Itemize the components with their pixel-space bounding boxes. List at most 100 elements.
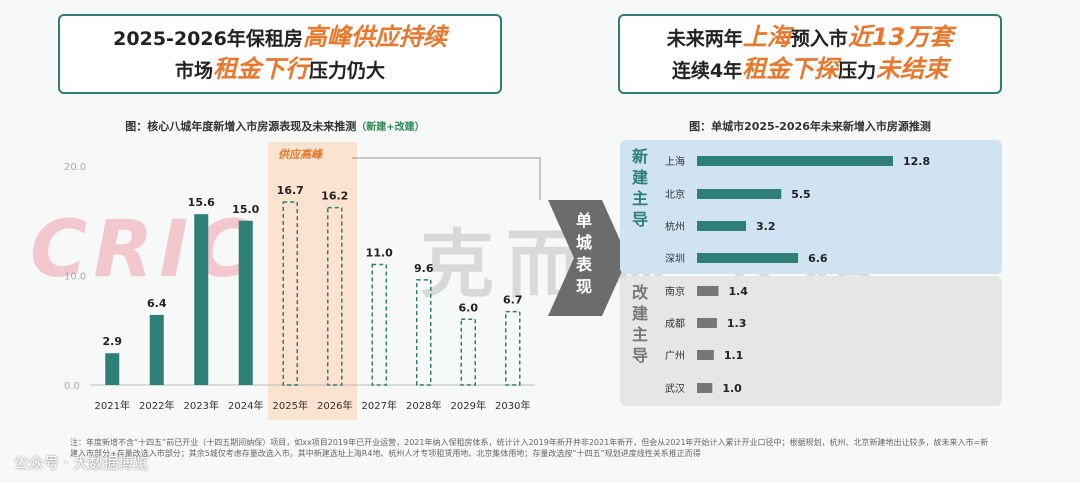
bar-forecast [505,310,521,386]
city-label: 北京 [665,188,685,201]
x-tick-label: 2027年 [362,399,397,412]
city-bar [697,383,713,393]
x-tick-label: 2021年 [95,399,130,412]
x-tick-label: 2023年 [184,399,219,412]
bar-value-label: 6.4 [147,297,167,310]
chevron-arrow-icon [548,200,628,316]
city-bar [697,350,714,360]
bar [105,353,120,385]
bar-forecast [416,279,432,386]
city-value-label: 6.6 [808,252,828,265]
y-tick-label: 10.0 [64,272,86,283]
watermark-brand: CRIC [30,205,258,295]
y-tick-label: 20.0 [64,162,86,173]
renovation-panel [620,276,1002,406]
bar-value-label: 16.2 [321,190,348,203]
bar-value-label: 16.7 [277,184,304,197]
headline-right-line1: 未来两年上海预入市近13万套 [667,22,953,54]
peak-annotation: 供应高峰 [278,148,324,161]
group-label-char: 主 [632,189,648,208]
x-tick-label: 2025年 [273,399,308,412]
group-label-char: 建 [632,304,648,323]
bar-forecast [460,318,476,386]
bar-value-label: 11.0 [366,247,393,260]
x-tick-label: 2028年 [406,399,441,412]
headline-right-line2-mid: 压力 [838,60,877,82]
headline-left: 2025-2026年保租房高峰供应持续 市场租金下行压力仍大 [58,14,502,94]
city-bar [697,189,782,199]
bar-value-label: 15.0 [232,203,259,216]
city-label: 成都 [665,318,685,330]
group-label-char: 新 [632,147,648,166]
group-label-char: 建 [632,168,648,187]
city-bar [697,221,746,231]
group-label-char: 导 [632,346,648,365]
city-bar [697,156,893,166]
headline-right-line2-highlight1: 租金下探 [742,55,839,83]
city-label: 上海 [665,155,685,168]
bar-forecast [327,206,343,386]
headline-left-line2-highlight: 租金下行 [213,55,309,83]
headline-left-line1-highlight: 高峰供应持续 [302,23,447,51]
city-bar [697,253,799,263]
city-label: 南京 [665,285,685,298]
connector-label-char: 现 [576,277,592,296]
group-label-char: 改 [632,283,649,302]
bar-value-label: 9.6 [414,262,434,275]
y-tick-label: 0.0 [64,381,80,392]
bar-forecast [371,263,387,386]
x-tick-label: 2026年 [317,399,352,412]
wechat-label: 公众号 · 大数据博览 [14,454,149,472]
x-tick-label: 2030年 [495,399,530,412]
connector-label-char: 单 [576,211,592,230]
city-label: 深圳 [665,253,685,265]
city-value-label: 5.5 [791,188,811,201]
x-tick-label: 2022年 [139,399,174,412]
headline-right: 未来两年上海预入市近13万套 连续4年租金下探压力未结束 [618,14,1002,94]
bar-value-label: 6.0 [459,301,479,314]
left-chart-title-note: （新建+改建） [356,122,425,133]
connector-label-char: 城 [576,233,592,252]
bar-value-label: 6.7 [503,294,523,307]
headline-left-line2: 市场租金下行压力仍大 [175,54,385,86]
footnote: 注：年度新增不含“十四五”前已开业（十四五期间纳保）项目，如xx项目2019年已… [70,438,989,458]
x-tick-label: 2029年 [451,399,486,412]
headline-left-line2-prefix: 市场 [174,60,213,82]
headline-left-line1-prefix: 2025-2026年保租房 [113,28,303,50]
headline-left-line1: 2025-2026年保租房高峰供应持续 [113,22,447,54]
headline-right-line1-highlight1: 上海 [742,23,791,51]
x-tick-label: 2024年 [228,399,263,412]
city-label: 广州 [665,350,685,362]
city-value-label: 1.0 [722,382,742,395]
bar [238,220,253,385]
city-value-label: 3.2 [756,220,776,233]
bar [194,214,209,385]
city-bar [697,318,717,328]
right-chart-title: 图：单城市2025-2026年未来新增入市房源推测 [689,120,931,133]
left-chart-title-text: 图：核心八城年度新增入市房源表现及未来推测 [125,120,357,133]
headline-right-line1-highlight2: 近13万套 [847,23,954,51]
city-value-label: 1.1 [724,349,744,362]
headline-right-line1-mid: 预入市 [790,28,848,50]
headline-right-line2: 连续4年租金下探压力未结束 [672,54,948,86]
city-label: 杭州 [665,220,685,233]
headline-right-line1-prefix: 未来两年 [666,28,743,50]
city-value-label: 1.4 [728,285,748,298]
left-chart-title: 图：核心八城年度新增入市房源表现及未来推测（新建+改建） [60,118,490,134]
group-label-char: 导 [632,210,648,229]
headline-right-line2-prefix: 连续4年 [671,60,743,82]
connector-label-char: 表 [575,255,593,274]
left-bar-chart: 供应高峰 20.0 10.0 0.0 2.9 2021年 6.4 2022年 15.6 2023年… [64,142,535,420]
city-bar [697,286,719,296]
new-build-panel [620,140,1002,274]
bar-value-label: 15.6 [188,196,215,209]
headline-right-line2-highlight2: 未结束 [876,55,949,83]
city-value-label: 1.3 [727,317,747,330]
city-label: 武汉 [665,382,685,395]
city-value-label: 12.8 [903,155,930,168]
group-label-char: 主 [632,325,648,344]
bar-value-label: 2.9 [103,335,123,348]
